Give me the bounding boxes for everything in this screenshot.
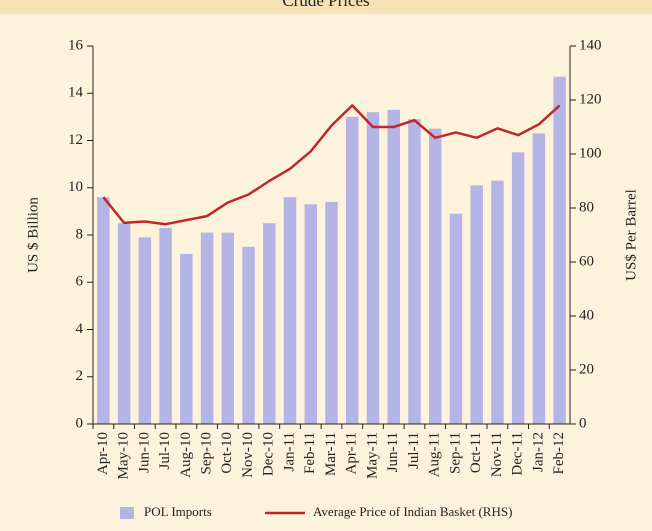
- y2-tick-label: 120: [579, 91, 602, 107]
- header-band: [0, 0, 652, 14]
- x-tick-label: Feb-12: [551, 432, 567, 475]
- x-tick-label: Apr-11: [344, 432, 360, 474]
- y-tick-label: 0: [76, 415, 84, 431]
- x-tick-label: Jul-10: [157, 432, 173, 470]
- x-tick-label: May-11: [364, 432, 380, 479]
- y-tick-label: 10: [68, 179, 83, 195]
- bar: [428, 128, 442, 424]
- legend-swatch: [120, 507, 134, 519]
- x-tick-label: Sep-10: [199, 432, 215, 475]
- y-tick-label: 8: [76, 226, 84, 242]
- bar: [221, 232, 235, 424]
- x-tick-label: Dec-10: [261, 432, 277, 476]
- bar: [180, 253, 193, 424]
- x-tick-label: Jun-11: [385, 432, 401, 472]
- chart-title: Crude Prices: [282, 0, 369, 10]
- x-tick-label: Jul-11: [406, 432, 422, 469]
- x-tick-label: Feb-11: [302, 432, 318, 474]
- legend-label: POL Imports: [144, 504, 212, 519]
- y2-tick-label: 40: [579, 307, 594, 323]
- x-tick-label: Aug-10: [178, 432, 194, 478]
- line: [102, 104, 561, 226]
- bar: [532, 133, 546, 424]
- bar: [325, 201, 338, 424]
- y-axis-label: US $ Billion: [25, 197, 41, 273]
- bar: [200, 232, 214, 424]
- bar: [138, 237, 152, 424]
- x-tick-label: Sep-11: [447, 432, 463, 474]
- x-tick-label: Oct-11: [468, 432, 484, 473]
- y2-tick-label: 140: [579, 37, 602, 53]
- bar: [117, 223, 131, 424]
- y2-tick-label: 100: [579, 145, 602, 161]
- y-tick-label: 16: [68, 37, 84, 53]
- bar: [511, 152, 525, 424]
- x-tick-label: Mar-11: [323, 432, 339, 476]
- bar: [449, 213, 463, 424]
- y-tick-label: 4: [76, 321, 84, 337]
- y2-tick-label: 60: [579, 253, 594, 269]
- y-tick-label: 14: [68, 85, 84, 101]
- bar: [387, 109, 400, 424]
- y2-tick-label: 0: [579, 415, 587, 431]
- bar: [263, 223, 276, 424]
- bar: [366, 112, 380, 425]
- x-tick-label: May-10: [116, 432, 132, 480]
- x-tick-label: Jan-11: [281, 432, 297, 471]
- bar: [304, 204, 317, 424]
- x-tick-label: Dec-11: [510, 432, 526, 476]
- x-tick-label: Apr-10: [95, 432, 111, 475]
- y2-tick-label: 20: [579, 361, 594, 377]
- bar: [97, 197, 110, 424]
- y-tick-label: 12: [68, 132, 83, 148]
- x-tick-label: Nov-11: [489, 432, 505, 477]
- x-tick-label: Jun-10: [136, 432, 152, 473]
- bar: [283, 197, 297, 424]
- legend-label: Average Price of Indian Basket (RHS): [313, 504, 512, 519]
- y2-tick-label: 80: [579, 199, 594, 215]
- bar: [408, 119, 421, 425]
- y-tick-label: 6: [76, 274, 84, 290]
- bar: [491, 180, 504, 424]
- bar: [242, 246, 255, 424]
- x-tick-label: Nov-10: [240, 432, 256, 478]
- x-tick-label: Jan-12: [530, 432, 546, 472]
- y2-axis-label: US$ Per Barrel: [623, 189, 639, 281]
- bar: [159, 227, 172, 424]
- x-tick-label: Aug-11: [427, 432, 443, 477]
- bar: [346, 116, 359, 424]
- x-tick-label: Oct-10: [219, 432, 235, 474]
- bar: [470, 185, 483, 424]
- bar: [553, 76, 566, 425]
- y-tick-label: 2: [76, 368, 84, 384]
